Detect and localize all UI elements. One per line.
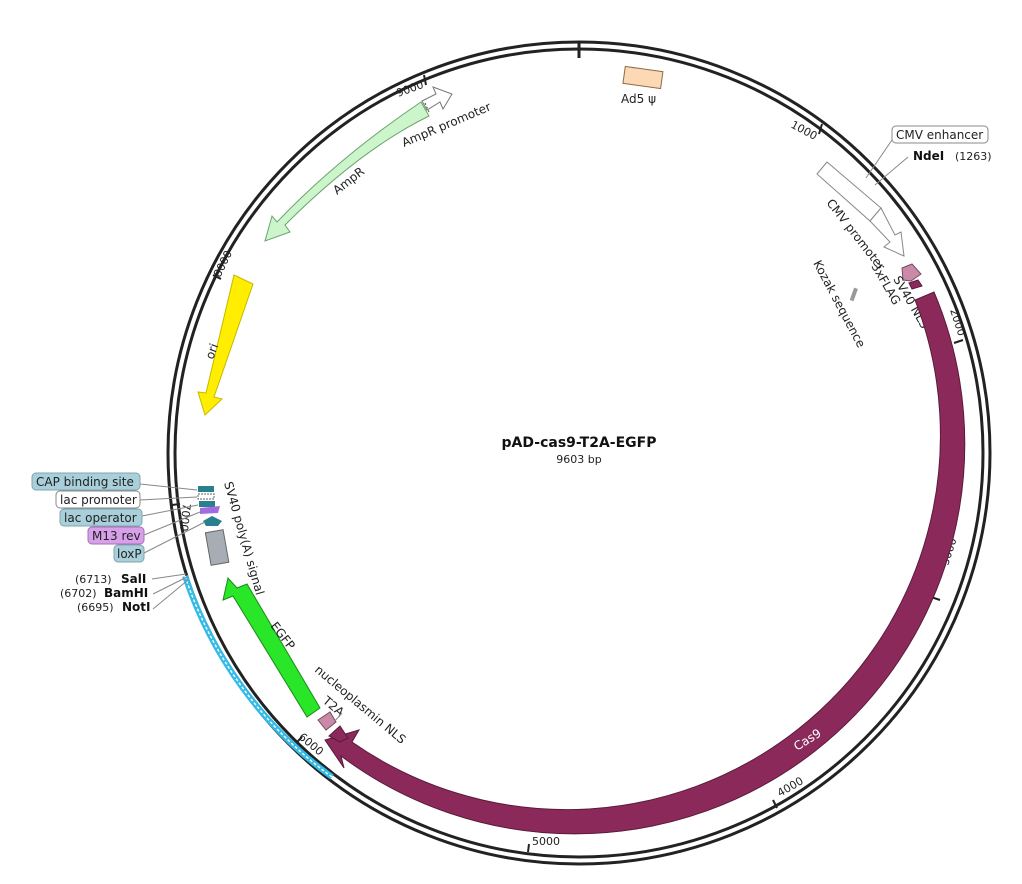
lac-promoter-feature bbox=[197, 493, 215, 500]
t2a-leader bbox=[333, 712, 343, 723]
sv40-polya-feature bbox=[204, 529, 230, 566]
ad5-psi-label: Ad5 ψ bbox=[621, 92, 656, 106]
m13-rev-arrow bbox=[200, 506, 220, 514]
loxp-leader bbox=[143, 521, 206, 554]
nucleoplasmin-nls-arrow bbox=[328, 725, 349, 743]
left-callouts: CAP binding site lac promoter lac operat… bbox=[31, 472, 206, 563]
ndei-name: NdeI bbox=[913, 149, 944, 163]
tick-label-5000: 5000 bbox=[532, 835, 560, 848]
cap-callout bbox=[31, 472, 141, 491]
m13-rev-leader bbox=[143, 511, 201, 536]
blue-backbone-segment-core bbox=[184, 575, 333, 778]
lac-promoter-callout bbox=[55, 490, 141, 509]
lac-operator-callout-label: lac operator bbox=[64, 511, 137, 525]
tick-1000 bbox=[818, 123, 823, 135]
ndei-leader bbox=[874, 156, 909, 186]
plasmid-size: 9603 bp bbox=[556, 453, 601, 466]
lac-operator-leader bbox=[141, 504, 199, 517]
cmv-enhancer-leader bbox=[865, 139, 893, 179]
ad5-psi-feature bbox=[622, 65, 664, 90]
tick-2000 bbox=[953, 339, 964, 344]
left-restriction-sites: (6713) SalI (6702) BamHI (6695) NotI bbox=[60, 572, 189, 614]
cmv-enhancer-callout bbox=[891, 125, 989, 144]
lac-operator-callout bbox=[59, 508, 143, 527]
ori-label: ori bbox=[203, 342, 221, 361]
ampr-promoter-divider bbox=[424, 102, 430, 113]
sali-leader bbox=[151, 573, 187, 580]
plasmid-name: pAD-cas9-T2A-EGFP bbox=[502, 435, 657, 451]
tick-9000 bbox=[423, 74, 427, 86]
flag-arrow bbox=[908, 279, 923, 290]
bamhi-name: BamHI bbox=[104, 586, 148, 600]
ndei-position: (1263) bbox=[955, 150, 992, 163]
lac-operator-feature bbox=[199, 501, 215, 507]
tick-label-7000: 7000 bbox=[177, 503, 193, 532]
cmv-enhancer-label: CMV enhancer bbox=[896, 128, 983, 142]
loxp-arrow bbox=[203, 516, 222, 526]
cap-binding-feature bbox=[198, 486, 214, 492]
m13-rev-callout bbox=[87, 526, 145, 545]
cmv-promoter-arrow bbox=[869, 207, 905, 257]
lac-promoter-callout-label: lac promoter bbox=[60, 493, 137, 507]
lac-promoter-leader bbox=[139, 496, 198, 501]
sv40-nls-arrow bbox=[901, 263, 922, 282]
tick-4000 bbox=[772, 799, 778, 809]
tick-label-1000: 1000 bbox=[789, 118, 820, 143]
tick-8000 bbox=[212, 274, 222, 280]
cap-callout-label: CAP binding site bbox=[36, 475, 134, 489]
ampr-arrow bbox=[264, 101, 430, 242]
tick-7000 bbox=[171, 503, 181, 506]
cas9-arrow bbox=[324, 291, 966, 835]
ori-arrow bbox=[197, 274, 254, 416]
kozak-label: Kozak sequence bbox=[810, 258, 868, 350]
t2a-arrow bbox=[317, 711, 337, 731]
loxp-callout bbox=[113, 544, 145, 563]
bamhi-leader bbox=[152, 576, 188, 595]
sali-position: (6713) bbox=[75, 573, 112, 586]
noti-name: NotI bbox=[122, 600, 151, 614]
bamhi-position: (6702) bbox=[60, 587, 97, 600]
sali-name: SalI bbox=[121, 572, 146, 586]
tick-label-9000: 9000 bbox=[395, 78, 426, 100]
ampr-promoter-arrow bbox=[421, 86, 453, 111]
cap-leader bbox=[139, 483, 198, 491]
kozak-feature bbox=[849, 287, 858, 302]
noti-leader bbox=[152, 579, 189, 610]
m13-rev-callout-label: M13 rev bbox=[92, 529, 141, 543]
noti-position: (6695) bbox=[77, 601, 114, 614]
tick-6000 bbox=[295, 736, 303, 744]
egfp-arrow bbox=[222, 576, 321, 718]
loxp-callout-label: loxP bbox=[117, 547, 142, 561]
tick-5000 bbox=[527, 843, 530, 853]
